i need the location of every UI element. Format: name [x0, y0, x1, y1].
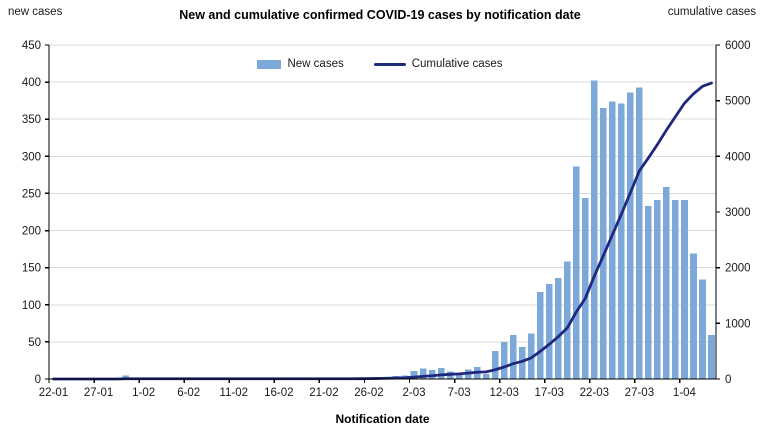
new-cases-bar — [482, 373, 490, 379]
left-tick-label: 250 — [22, 188, 41, 200]
new-cases-bar — [663, 186, 670, 379]
new-cases-bar — [636, 87, 643, 379]
x-tick-label: 22-01 — [39, 387, 68, 399]
left-tick-label: 0 — [35, 374, 41, 386]
cumulative-line-swatch-icon — [373, 62, 406, 66]
legend-item-new-cases: New cases — [257, 58, 344, 70]
left-tick-label: 100 — [22, 300, 41, 312]
x-tick-label: 16-02 — [264, 387, 293, 399]
new-cases-bar — [509, 335, 517, 379]
new-cases-bar — [654, 200, 661, 379]
new-cases-bar — [627, 92, 634, 379]
chart-title: New and cumulative confirmed COVID-19 ca… — [179, 8, 581, 22]
left-tick-label: 450 — [22, 40, 41, 52]
new-cases-bar — [672, 200, 679, 379]
right-tick-label: 6000 — [725, 40, 751, 52]
x-tick-label: 11-02 — [219, 387, 248, 399]
new-cases-bar — [410, 370, 418, 379]
x-axis-title: Notification date — [335, 412, 430, 426]
new-cases-bar — [572, 166, 580, 379]
new-cases-bar — [491, 350, 499, 379]
right-tick-label: 3000 — [725, 207, 751, 219]
x-tick-label: 2-03 — [403, 387, 426, 399]
right-tick-label: 2000 — [725, 263, 751, 275]
x-tick-label: 27-03 — [625, 387, 654, 399]
left-tick-label: 50 — [28, 337, 41, 349]
new-cases-bar — [681, 200, 688, 379]
new-cases-bar — [708, 335, 715, 379]
new-cases-bar — [545, 284, 553, 379]
legend-cumulative-label: Cumulative cases — [411, 58, 503, 70]
right-tick-label: 5000 — [725, 96, 751, 108]
new-cases-bar — [122, 375, 129, 379]
left-tick-label: 150 — [22, 263, 41, 275]
left-tick-label: 350 — [22, 114, 41, 126]
x-tick-label: 21-02 — [309, 387, 338, 399]
new-cases-bar — [554, 278, 562, 379]
new-cases-bar — [563, 261, 571, 379]
right-axis-unit-label: cumulative cases — [667, 6, 756, 18]
new-cases-bar — [455, 373, 463, 379]
new-cases-bar — [699, 279, 706, 379]
x-tick-label: 1-02 — [132, 387, 155, 399]
new-cases-bars — [122, 80, 715, 379]
right-tick-label: 4000 — [725, 151, 751, 163]
x-tick-label: 6-02 — [177, 387, 200, 399]
right-tick-label: 1000 — [725, 318, 751, 330]
x-tick-label: 22-03 — [580, 387, 609, 399]
new-cases-swatch-icon — [257, 59, 282, 69]
legend-item-cumulative: Cumulative cases — [373, 58, 503, 70]
new-cases-bar — [600, 108, 607, 379]
new-cases-bar — [618, 103, 625, 379]
new-cases-bar — [437, 367, 445, 379]
x-tick-label: 12-03 — [489, 387, 518, 399]
axes — [45, 44, 720, 383]
new-cases-bar — [582, 197, 589, 379]
left-tick-label: 200 — [22, 226, 41, 238]
legend-new-cases-label: New cases — [287, 58, 344, 70]
x-tick-label: 27-01 — [84, 387, 113, 399]
gridlines — [49, 44, 716, 343]
new-cases-bar — [690, 253, 697, 379]
x-tick-label: 17-03 — [535, 387, 564, 399]
left-tick-label: 400 — [22, 77, 41, 89]
left-axis-unit-label: new cases — [8, 6, 63, 18]
left-tick-label: 300 — [22, 151, 41, 163]
new-cases-bar — [419, 368, 427, 379]
new-cases-bar — [591, 80, 598, 379]
x-tick-label: 1-04 — [673, 387, 697, 399]
new-cases-bar — [609, 101, 616, 379]
chart-legend: New cases Cumulative cases — [0, 58, 760, 70]
new-cases-bar — [518, 347, 526, 379]
x-tick-label: 7-03 — [448, 387, 471, 399]
x-tick-label: 26-02 — [354, 387, 383, 399]
new-cases-bar — [536, 292, 544, 379]
right-tick-label: 0 — [725, 374, 731, 386]
new-cases-bar — [500, 341, 508, 379]
new-cases-bar — [645, 206, 652, 379]
